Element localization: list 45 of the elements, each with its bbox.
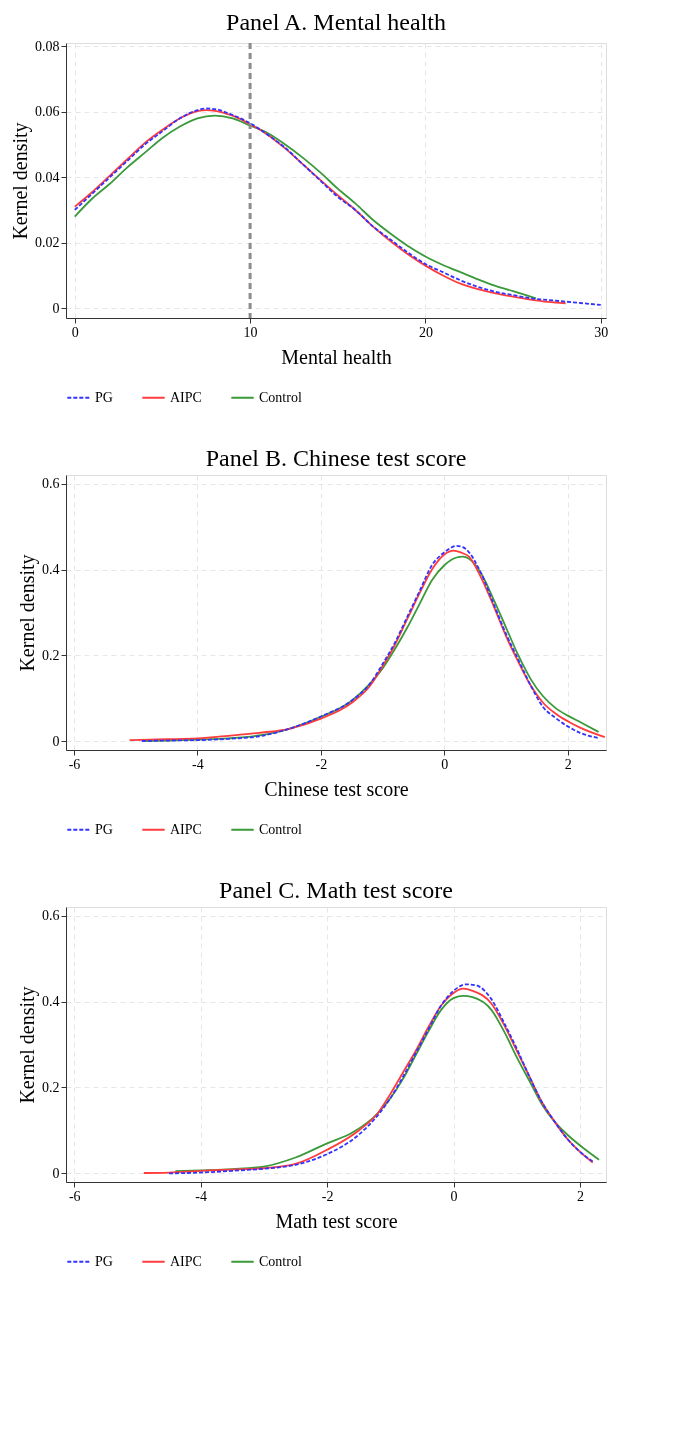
y-tick-label: 0.4 — [42, 562, 60, 578]
y-tick-label: 0.2 — [42, 647, 60, 663]
y-tick-label: 0.06 — [35, 104, 60, 120]
legend-label: AIPC — [170, 821, 202, 837]
y-axis-title: Kernel density — [16, 554, 39, 672]
x-tick-label: -4 — [192, 756, 204, 772]
chart-title: Panel A. Mental health — [226, 9, 446, 36]
x-tick-label: 0 — [441, 756, 449, 772]
y-tick-label: 0.04 — [35, 169, 60, 185]
y-tick-label: 0.2 — [42, 1079, 60, 1095]
y-tick-label: 0.02 — [35, 235, 60, 251]
legend-label: AIPC — [170, 1253, 202, 1269]
y-axis-title: Kernel density — [9, 122, 32, 240]
legend-label: PG — [95, 1253, 113, 1269]
legend-label: PG — [95, 389, 113, 405]
y-tick-label: 0.4 — [42, 994, 60, 1010]
y-tick-label: 0.6 — [42, 476, 60, 492]
x-tick-label: 20 — [418, 324, 433, 340]
x-tick-label: 30 — [594, 324, 609, 340]
x-tick-label: -6 — [68, 756, 81, 772]
x-tick-label: -2 — [321, 1188, 334, 1204]
chart-title: Panel B. Chinese test score — [205, 445, 467, 471]
y-tick-label: 0 — [52, 1165, 60, 1181]
x-tick-label: 2 — [564, 756, 572, 772]
y-tick-label: 0 — [52, 300, 60, 316]
x-tick-label: -6 — [68, 1188, 81, 1204]
legend-label: Control — [259, 1253, 302, 1269]
y-axis-title: Kernel density — [16, 986, 39, 1104]
x-tick-label: 0 — [450, 1188, 458, 1204]
y-tick-label: 0 — [52, 733, 60, 749]
y-tick-label: 0.08 — [35, 38, 60, 54]
x-tick-label: -2 — [315, 756, 328, 772]
x-axis-title: Mental health — [281, 345, 392, 368]
legend-label: PG — [95, 821, 113, 837]
chart-title: Panel C. Math test score — [219, 877, 453, 903]
x-tick-label: -4 — [195, 1188, 208, 1204]
y-tick-label: 0.6 — [42, 908, 60, 924]
x-tick-label: 2 — [577, 1188, 585, 1204]
legend-label: Control — [259, 389, 302, 405]
x-tick-label: 10 — [243, 324, 258, 340]
legend-label: AIPC — [170, 389, 202, 405]
legend-label: Control — [259, 821, 302, 837]
x-tick-label: 0 — [71, 324, 79, 340]
x-axis-title: Chinese test score — [264, 777, 409, 800]
x-axis-title: Math test score — [275, 1209, 398, 1232]
